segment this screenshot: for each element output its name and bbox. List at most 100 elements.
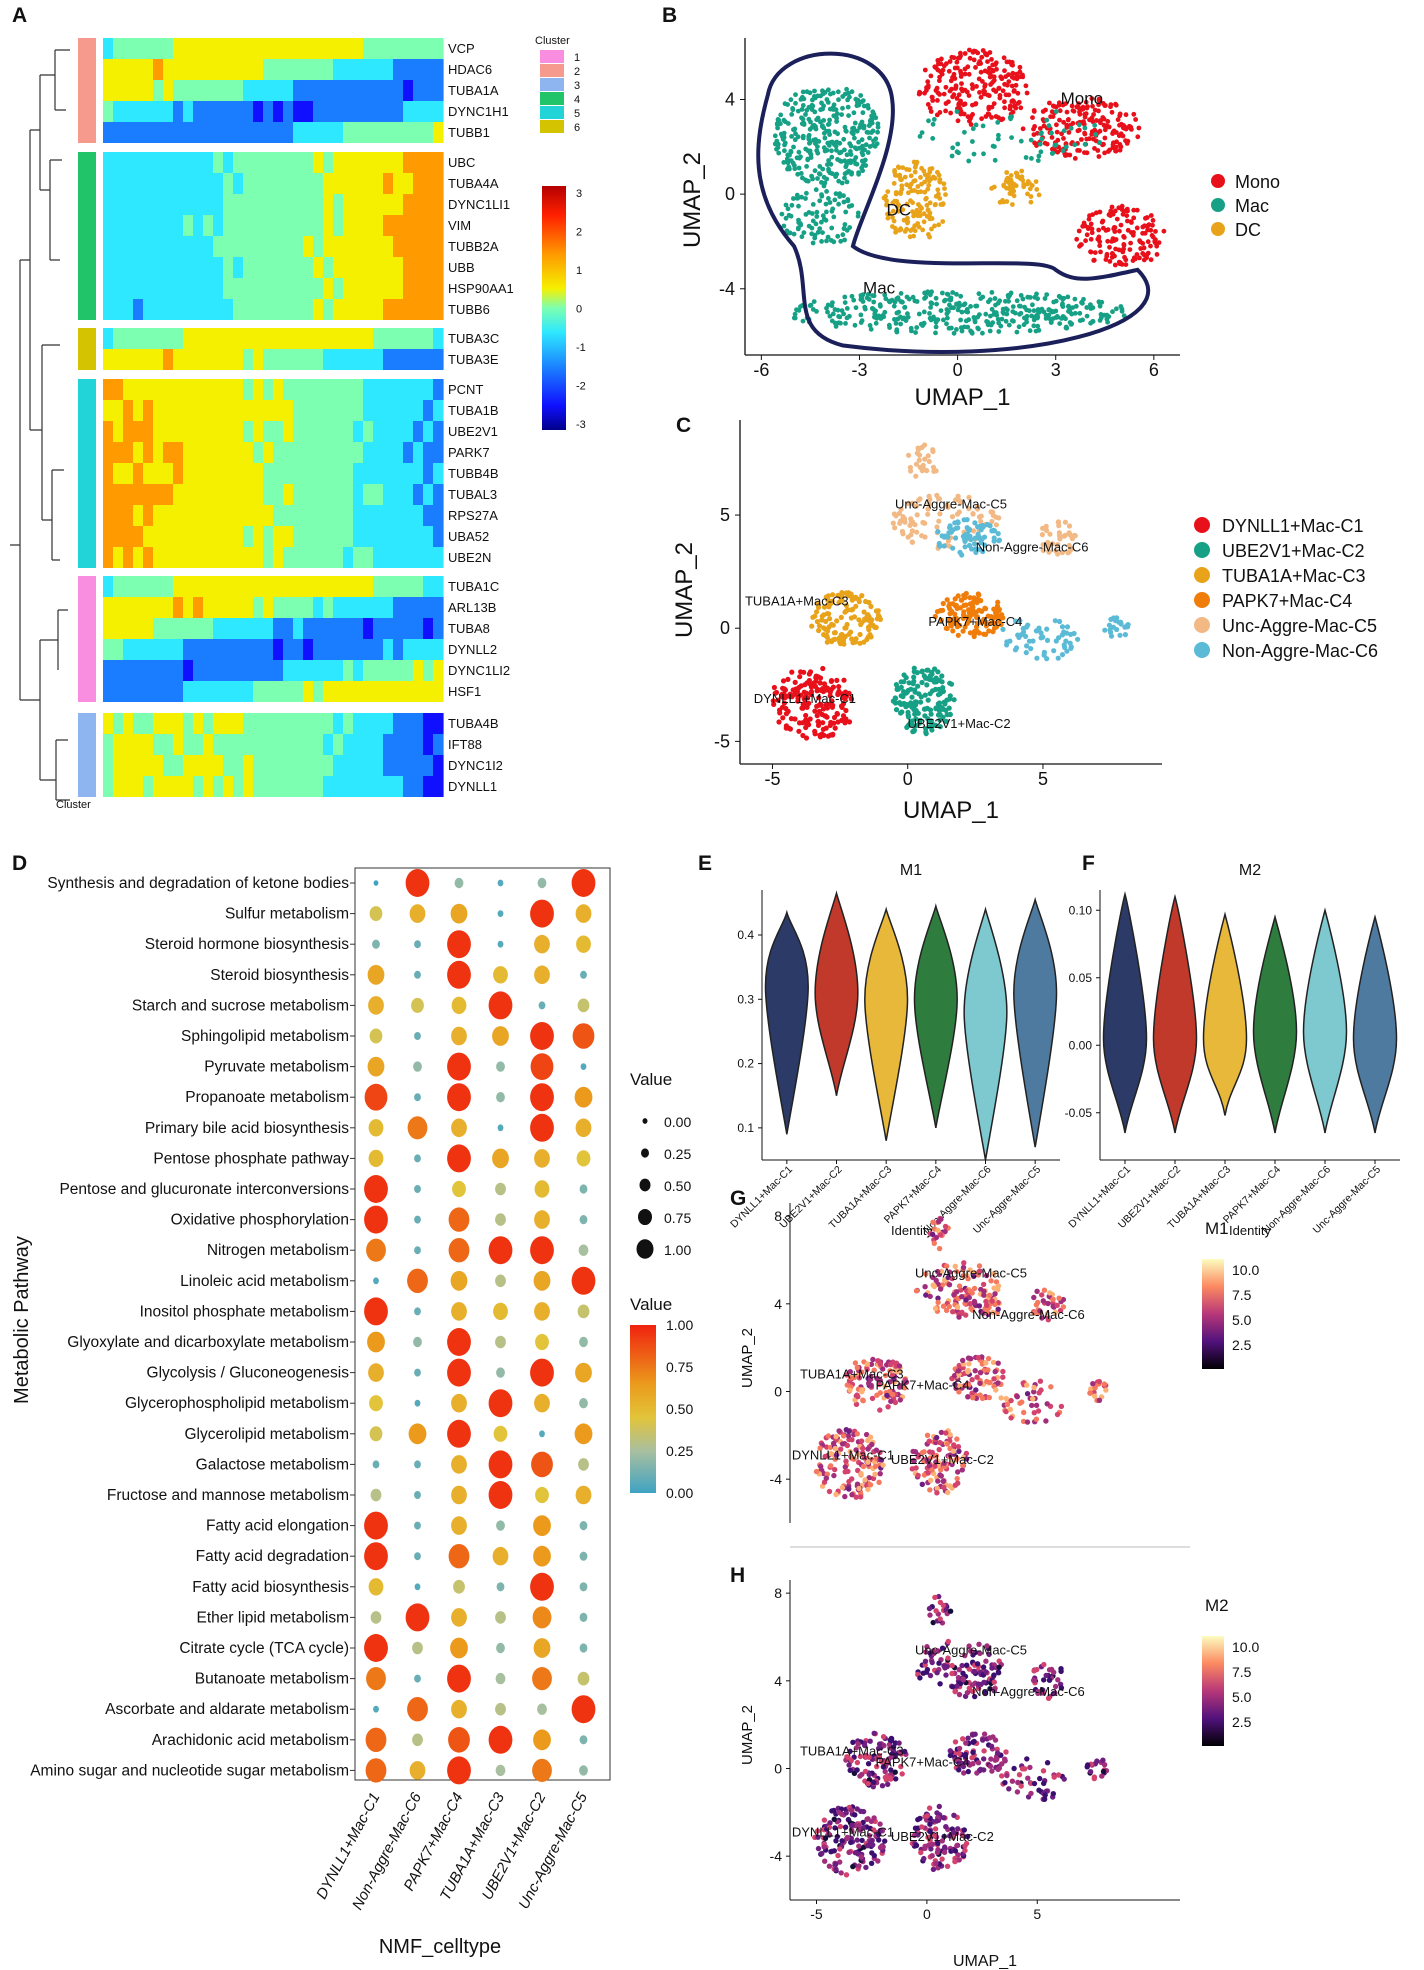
c1-point bbox=[843, 716, 849, 722]
c6-point bbox=[1040, 634, 1046, 640]
heatmap-cell bbox=[313, 505, 324, 526]
heatmap-cell bbox=[393, 400, 404, 421]
mac-point bbox=[838, 159, 844, 164]
mono-point bbox=[937, 78, 942, 84]
heatmap-cell bbox=[293, 547, 304, 568]
x-tick-label: 6 bbox=[1149, 360, 1159, 380]
heatmap-cell bbox=[353, 576, 364, 597]
c1-point bbox=[836, 688, 842, 695]
mono-point bbox=[936, 61, 941, 67]
dot bbox=[373, 1277, 379, 1285]
c1-point bbox=[828, 719, 834, 726]
heatmap-cell bbox=[253, 618, 264, 639]
mac-point bbox=[1028, 137, 1034, 143]
mac-point bbox=[969, 330, 975, 335]
mac-point bbox=[848, 143, 854, 149]
heatmap-cell bbox=[273, 379, 284, 400]
c3-point bbox=[836, 599, 842, 606]
heatmap-cell bbox=[383, 236, 394, 257]
heatmap-cell bbox=[303, 257, 314, 278]
c3-point bbox=[824, 611, 830, 617]
mac-point bbox=[803, 112, 808, 117]
dot bbox=[451, 1393, 467, 1413]
heat-scale-tick: 3 bbox=[576, 188, 582, 200]
dot bbox=[530, 1053, 554, 1080]
dc-point bbox=[912, 178, 918, 184]
mac-point bbox=[845, 97, 850, 103]
heatmap-cell bbox=[323, 80, 334, 101]
heatmap-cell bbox=[103, 400, 114, 421]
mono-point bbox=[1127, 247, 1133, 253]
heatmap-cell bbox=[373, 194, 384, 215]
heatmap-cell bbox=[123, 681, 134, 702]
mono-point bbox=[1083, 238, 1088, 244]
heatmap-row bbox=[103, 80, 444, 101]
dot bbox=[533, 1270, 551, 1291]
mono-point bbox=[1004, 59, 1010, 65]
heatmap-cell bbox=[383, 776, 394, 797]
heatmap-cell bbox=[263, 547, 274, 568]
c5-point bbox=[899, 528, 906, 535]
dc-point bbox=[1034, 187, 1040, 192]
cluster-legend-label: 2 bbox=[574, 66, 580, 78]
heatmap-cell bbox=[313, 681, 324, 702]
mac-point bbox=[854, 128, 860, 134]
heatmap-cell bbox=[433, 215, 444, 236]
mac-point bbox=[1035, 313, 1040, 318]
c6-point bbox=[1052, 618, 1058, 624]
cluster-annotation: PAPK7+Mac-C4 bbox=[928, 614, 1022, 629]
mono-point bbox=[1050, 103, 1056, 109]
mac-point bbox=[944, 311, 950, 317]
mono-point bbox=[1096, 97, 1102, 103]
mono-point bbox=[1121, 235, 1127, 240]
mac-point bbox=[930, 136, 936, 141]
mac-point bbox=[978, 296, 984, 301]
c5-point bbox=[906, 452, 912, 458]
heatmap-cell bbox=[323, 755, 334, 776]
mac-point bbox=[798, 221, 803, 226]
heatmap-cell bbox=[393, 713, 404, 734]
mac-point bbox=[824, 209, 829, 215]
mono-point bbox=[985, 111, 991, 117]
heatmap-cell bbox=[433, 755, 444, 776]
heatmap-cell bbox=[433, 194, 444, 215]
heatmap-cell bbox=[303, 215, 314, 236]
heatmap-cell bbox=[113, 278, 124, 299]
dc-point bbox=[925, 207, 931, 213]
heatmap-cell bbox=[413, 442, 424, 463]
heatmap-cell bbox=[113, 122, 124, 143]
heatmap-cell bbox=[343, 776, 354, 797]
mac-point bbox=[1061, 128, 1067, 134]
heatmap-cell bbox=[333, 122, 344, 143]
mac-point bbox=[1039, 136, 1045, 142]
mac-point bbox=[825, 302, 831, 308]
heatmap-cell bbox=[163, 776, 174, 797]
heatmap-cell bbox=[223, 236, 234, 257]
c2-point bbox=[929, 727, 935, 733]
dot bbox=[574, 1086, 593, 1108]
feature-points bbox=[813, 1215, 1109, 1500]
legend-dot bbox=[1211, 198, 1225, 212]
heatmap-cell bbox=[273, 194, 284, 215]
c6-point bbox=[1033, 628, 1039, 634]
y-tick-label: 0 bbox=[774, 1383, 782, 1399]
heatmap-cell bbox=[393, 299, 404, 320]
c5-point bbox=[1055, 542, 1061, 548]
c6-point bbox=[955, 519, 961, 525]
dot bbox=[492, 1026, 509, 1046]
heatmap-cell bbox=[373, 421, 384, 442]
feature-point bbox=[1056, 1295, 1062, 1301]
c5-point bbox=[934, 524, 940, 530]
feature-point bbox=[877, 1471, 883, 1477]
heatmap-cell bbox=[203, 59, 214, 80]
heatmap-cell bbox=[103, 80, 114, 101]
mac-point bbox=[821, 174, 827, 180]
c5-point bbox=[917, 496, 923, 502]
mac-point bbox=[1060, 301, 1065, 307]
heatmap-cell bbox=[193, 505, 204, 526]
heatmap-cell bbox=[393, 547, 404, 568]
heatmap-cell bbox=[273, 442, 284, 463]
heatmap-cell bbox=[273, 236, 284, 257]
heatmap-cell bbox=[303, 122, 314, 143]
c6-point bbox=[946, 530, 952, 536]
